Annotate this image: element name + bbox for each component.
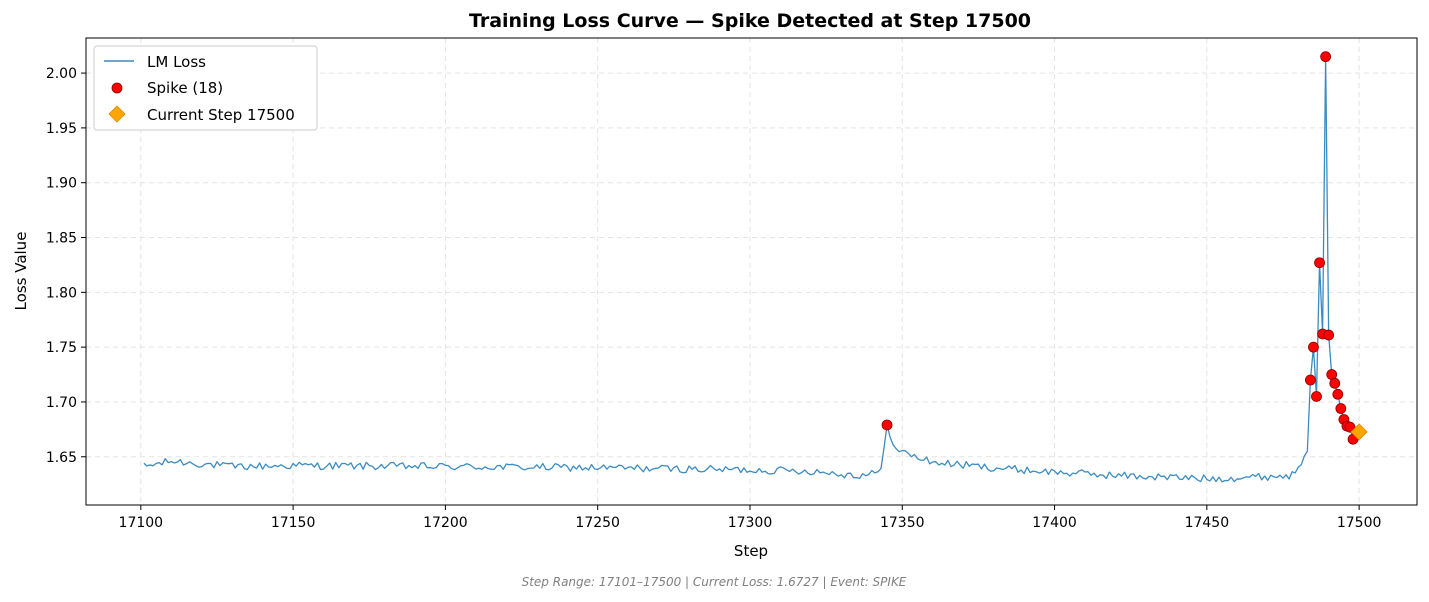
y-tick-label: 1.85: [46, 231, 77, 247]
line-layer: [143, 55, 1360, 483]
legend: LM Loss Spike (18) Current Step 17500: [93, 45, 318, 131]
legend-label-spike: Spike (18): [147, 79, 223, 97]
y-tick-label: 1.75: [46, 340, 77, 356]
lm-loss-line: [143, 55, 1360, 483]
y-tick-label: 1.65: [46, 450, 77, 466]
spike-marker: [1335, 403, 1347, 414]
x-axis-label: Step: [734, 542, 768, 560]
spike-marker: [1314, 257, 1325, 269]
legend-label-lm-loss: LM Loss: [147, 53, 206, 71]
spike-marker: [1308, 341, 1319, 353]
tick-layer: 17100 17150 17200 17250 17300 17350 17400 17450…: [46, 66, 1382, 531]
x-tick-label: 17200: [423, 515, 468, 531]
y-tick-label: 1.70: [46, 395, 77, 411]
spike-marker: [881, 419, 893, 431]
x-tick-label: 17300: [728, 515, 773, 531]
spike-marker: [1311, 391, 1322, 402]
grid-layer: [86, 38, 1417, 505]
x-tick-label: 17350: [880, 515, 925, 531]
chart-title: Training Loss Curve — Spike Detected at …: [469, 10, 1031, 32]
legend-current-swatch: [108, 105, 126, 123]
legend-box: [93, 45, 318, 131]
x-tick-label: 17100: [119, 515, 164, 531]
spike-marker: [1344, 421, 1356, 433]
legend-spike-swatch: [111, 82, 123, 94]
current-step-marker: [1350, 423, 1368, 441]
y-axis-label: Loss Value: [12, 232, 30, 311]
y-tick-label: 1.95: [46, 121, 77, 137]
x-tick-label: 17400: [1032, 515, 1077, 531]
x-tick-label: 17500: [1337, 515, 1382, 531]
footer-caption: Step Range: 17101–17500 | Current Loss: …: [522, 575, 907, 589]
y-tick-label: 2.00: [46, 66, 77, 82]
x-tick-label: 17150: [271, 515, 316, 531]
y-tick-label: 1.90: [46, 176, 77, 192]
y-tick-label: 1.80: [46, 285, 77, 301]
spike-marker: [1304, 374, 1316, 386]
legend-label-current-step: Current Step 17500: [147, 106, 295, 124]
plot-frame: [85, 37, 1418, 506]
spike-marker: [1320, 51, 1332, 63]
spike-marker: [1329, 377, 1341, 389]
spike-marker: [1332, 388, 1344, 400]
x-tick-label: 17250: [575, 515, 620, 531]
x-tick-label: 17450: [1185, 515, 1230, 531]
marker-layer: [881, 51, 1368, 445]
spike-marker: [1323, 329, 1335, 341]
